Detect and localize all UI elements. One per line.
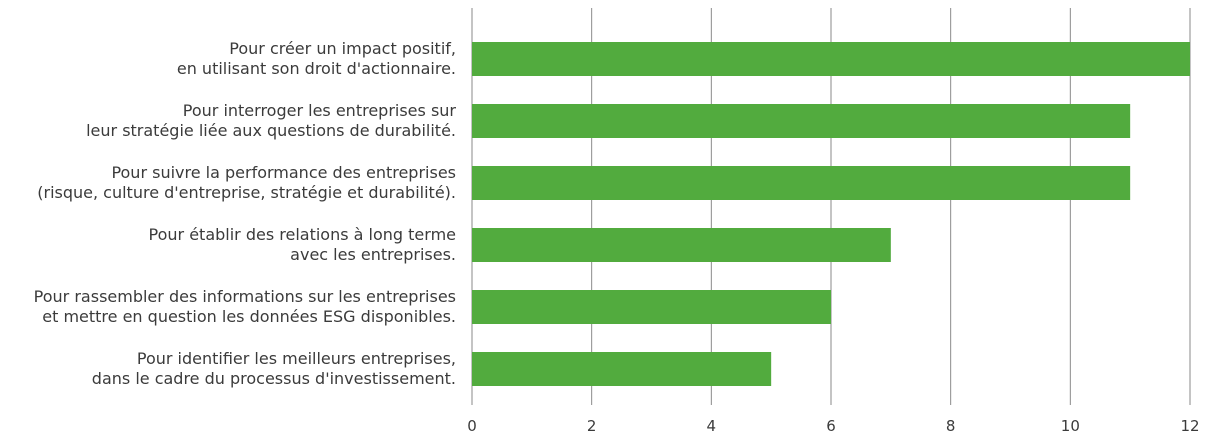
bar [472,166,1131,200]
x-axis-ticks: 0 2 4 6 8 10 12 [467,417,1199,435]
category-label: Pour identifier les meilleurs entreprise… [137,349,456,368]
x-tick-label: 2 [587,417,597,435]
x-tick-label: 10 [1061,417,1080,435]
bar [472,290,831,324]
category-label: (risque, culture d'entreprise, stratégie… [37,183,456,202]
bar [472,104,1131,138]
category-label: leur stratégie liée aux questions de dur… [86,121,456,140]
category-label: Pour rassembler des informations sur les… [34,287,456,306]
bar [472,352,772,386]
x-tick-label: 4 [707,417,717,435]
x-tick-label: 6 [826,417,836,435]
bar [472,228,891,262]
category-labels: Pour créer un impact positif,en utilisan… [34,39,457,388]
category-label: en utilisant son droit d'actionnaire. [177,59,456,78]
category-label: dans le cadre du processus d'investissem… [92,369,456,388]
bar [472,42,1190,76]
category-label: Pour établir des relations à long terme [149,225,456,244]
x-tick-label: 8 [946,417,956,435]
x-tick-label: 0 [467,417,477,435]
category-label: avec les entreprises. [290,245,456,264]
bars [472,42,1190,386]
category-label: et mettre en question les données ESG di… [42,307,456,326]
category-label: Pour suivre la performance des entrepris… [111,163,456,182]
category-label: Pour créer un impact positif, [229,39,456,58]
x-tick-label: 12 [1180,417,1199,435]
category-label: Pour interroger les entreprises sur [183,101,457,120]
